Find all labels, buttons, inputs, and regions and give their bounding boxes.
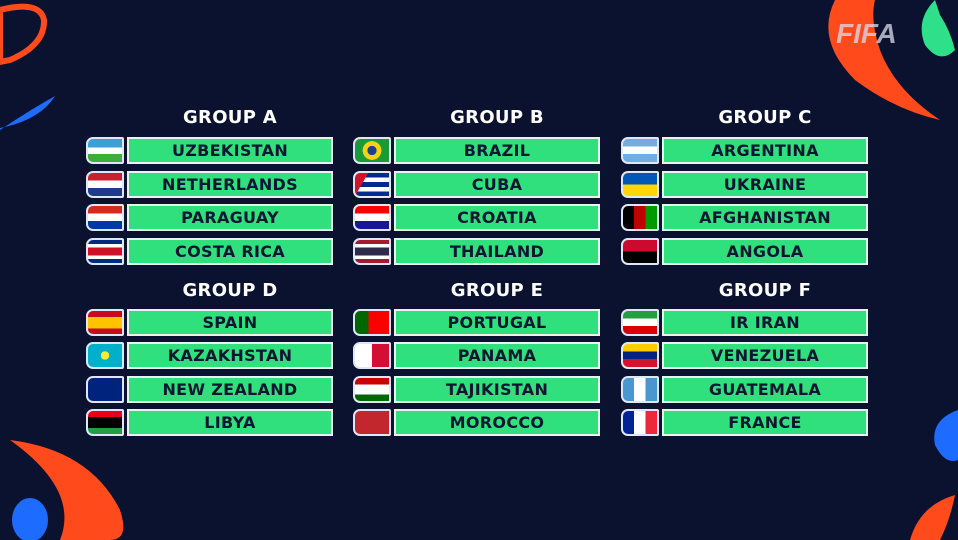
team-name: UZBEKISTAN	[127, 137, 333, 164]
team-name: CROATIA	[394, 204, 600, 231]
costa-rica-flag-icon	[86, 238, 124, 265]
libya-flag-icon	[86, 409, 124, 436]
team-name: SPAIN	[127, 309, 333, 336]
paisley-decoration-top-right	[828, 0, 955, 120]
team-name: PARAGUAY	[127, 204, 333, 231]
group-title: GROUP A	[182, 107, 278, 128]
morocco-flag-icon	[353, 409, 391, 436]
paisley-decoration-top-left	[0, 3, 55, 130]
team-name: THAILAND	[394, 238, 600, 265]
uzbekistan-flag-icon	[86, 137, 124, 164]
portugal-flag-icon	[353, 309, 391, 336]
ukraine-flag-icon	[621, 171, 659, 198]
team-name: NETHERLANDS	[127, 171, 333, 198]
croatia-flag-icon	[353, 204, 391, 231]
argentina-flag-icon	[621, 137, 659, 164]
kazakhstan-flag-icon	[86, 342, 124, 369]
team-name: KAZAKHSTAN	[127, 342, 333, 369]
cuba-flag-icon	[353, 171, 391, 198]
brazil-flag-icon	[353, 137, 391, 164]
team-name: UKRAINE	[662, 171, 868, 198]
group-title: GROUP E	[450, 280, 544, 301]
team-name: IR IRAN	[662, 309, 868, 336]
group-title: GROUP F	[718, 280, 812, 301]
team-name: MOROCCO	[394, 409, 600, 436]
team-name: ANGOLA	[662, 238, 868, 265]
team-name: VENEZUELA	[662, 342, 868, 369]
new-zealand-flag-icon	[86, 376, 124, 403]
panama-flag-icon	[353, 342, 391, 369]
group-title: GROUP C	[718, 107, 812, 128]
iran-flag-icon	[621, 309, 659, 336]
team-name: LIBYA	[127, 409, 333, 436]
france-flag-icon	[621, 409, 659, 436]
team-name: TAJIKISTAN	[394, 376, 600, 403]
team-name: PANAMA	[394, 342, 600, 369]
team-name: CUBA	[394, 171, 600, 198]
paisley-decoration-bottom-right	[910, 410, 958, 540]
group-title: GROUP D	[182, 280, 278, 301]
paraguay-flag-icon	[86, 204, 124, 231]
netherlands-flag-icon	[86, 171, 124, 198]
team-name: COSTA RICA	[127, 238, 333, 265]
afghanistan-flag-icon	[621, 204, 659, 231]
group-title: GROUP B	[450, 107, 544, 128]
team-name: ARGENTINA	[662, 137, 868, 164]
guatemala-flag-icon	[621, 376, 659, 403]
fifa-logo: FIFA	[836, 18, 897, 49]
tajikistan-flag-icon	[353, 376, 391, 403]
venezuela-flag-icon	[621, 342, 659, 369]
angola-flag-icon	[621, 238, 659, 265]
paisley-decoration-bottom-left	[10, 440, 124, 540]
team-name: AFGHANISTAN	[662, 204, 868, 231]
team-name: NEW ZEALAND	[127, 376, 333, 403]
team-name: PORTUGAL	[394, 309, 600, 336]
team-name: GUATEMALA	[662, 376, 868, 403]
spain-flag-icon	[86, 309, 124, 336]
team-name: FRANCE	[662, 409, 868, 436]
team-name: BRAZIL	[394, 137, 600, 164]
thailand-flag-icon	[353, 238, 391, 265]
